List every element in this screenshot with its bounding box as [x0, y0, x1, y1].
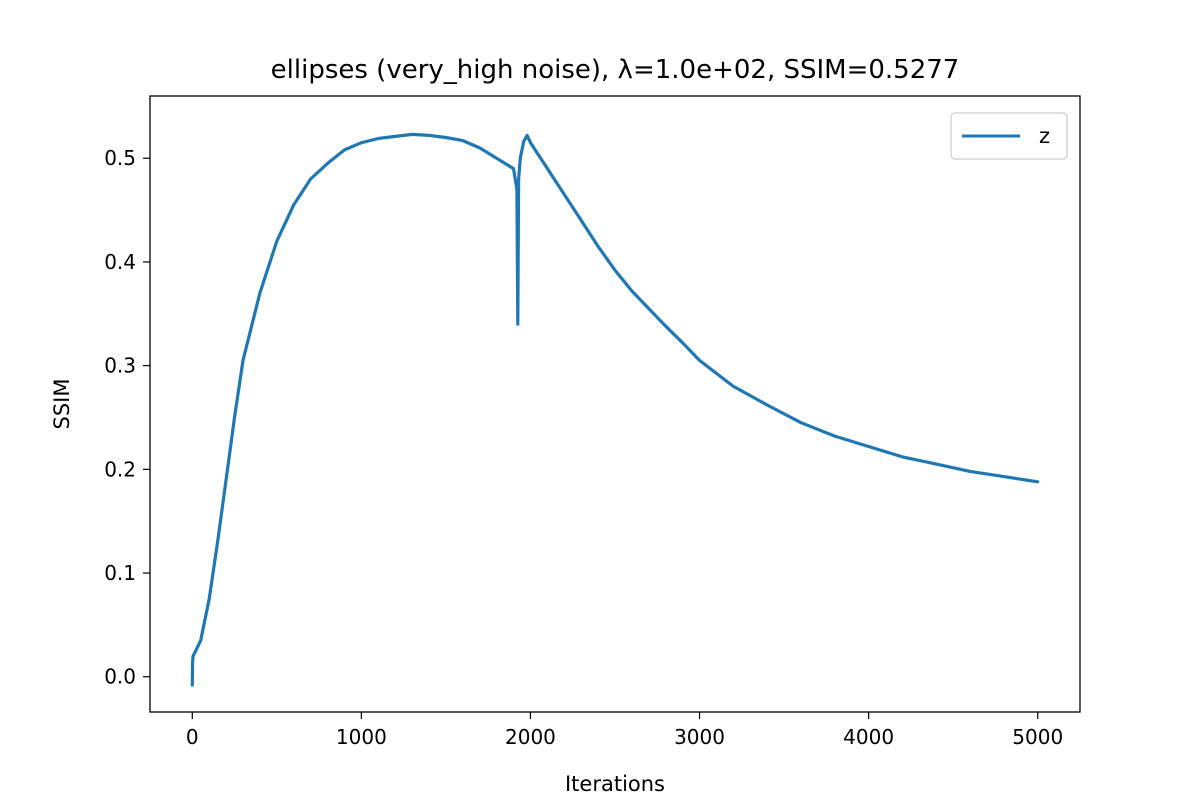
y-axis-label: SSIM	[50, 379, 74, 430]
y-tick-label: 0.1	[104, 561, 136, 585]
series-line-z	[190, 132, 1040, 687]
plot-frame	[149, 95, 1081, 713]
x-tick-label: 3000	[674, 725, 725, 749]
y-tick-label: 0.3	[104, 354, 136, 378]
legend-label-z: z	[1039, 124, 1050, 148]
y-tick-label: 0.0	[104, 665, 136, 689]
x-tick-label: 4000	[843, 725, 894, 749]
y-tick-label: 0.4	[104, 250, 136, 274]
x-tick-label: 5000	[1012, 725, 1063, 749]
plot-area: 0 1000 2000 3000 4000 5000 0.0 0.1 0.2 0.3 0.4 0.5	[104, 95, 1081, 749]
y-tick-label: 0.5	[104, 146, 136, 170]
y-tick-label: 0.2	[104, 457, 136, 481]
x-tick-label: 0	[186, 725, 199, 749]
x-tick-label: 2000	[505, 725, 556, 749]
x-axis-label: Iterations	[565, 772, 665, 796]
chart-title: ellipses (very_high noise), λ=1.0e+02, S…	[271, 55, 960, 85]
legend: z	[950, 112, 1068, 160]
x-tick-label: 1000	[336, 725, 387, 749]
